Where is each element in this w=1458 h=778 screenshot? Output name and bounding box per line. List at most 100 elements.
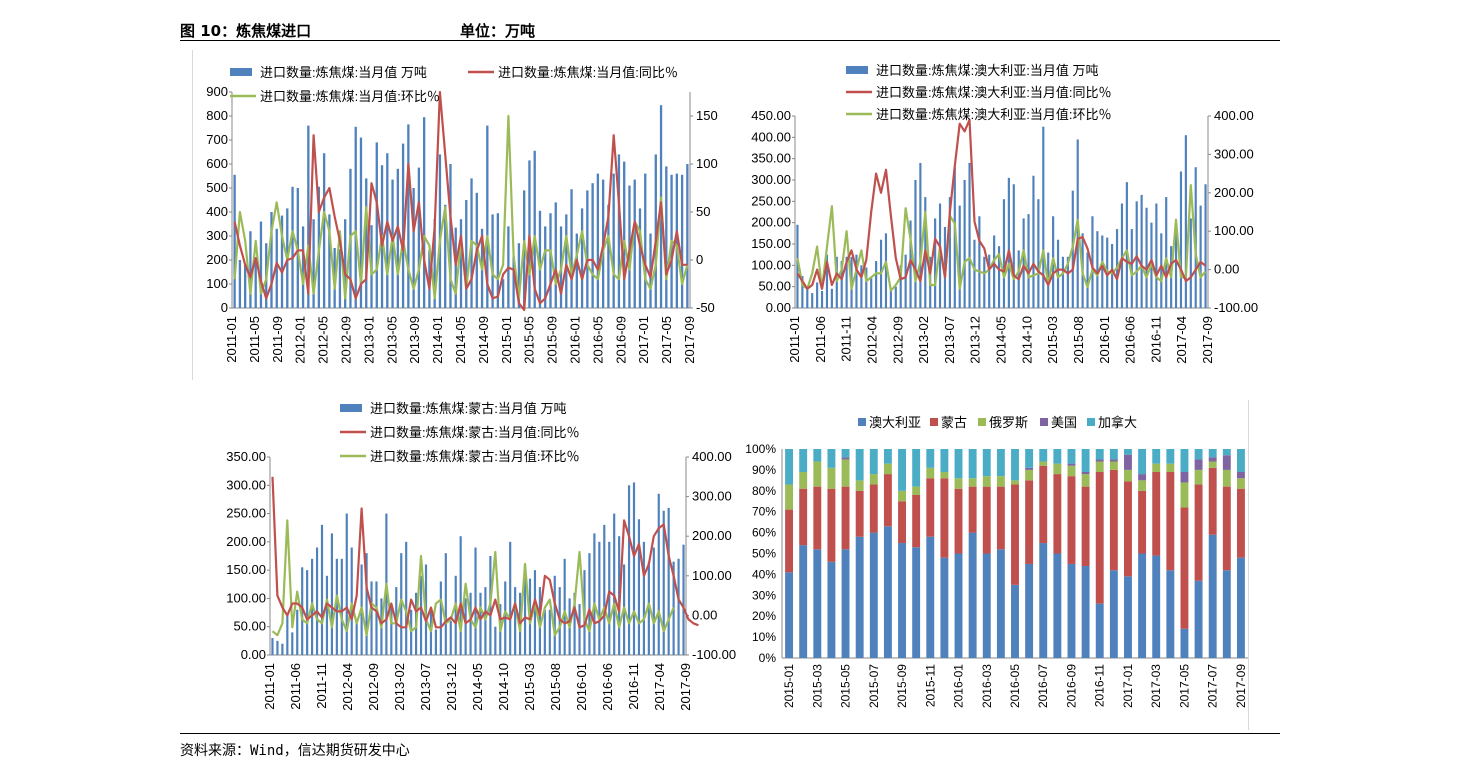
- bar-import-volume: [647, 561, 650, 655]
- bar-import-volume: [617, 154, 621, 308]
- stacked-bar-segment: [1194, 449, 1203, 460]
- stacked-bar-segment: [1025, 480, 1034, 564]
- y-tick-right-label: 100.00: [1214, 223, 1254, 238]
- y-tick-left-label: 700: [206, 132, 228, 147]
- y-tick-left-label: 300.00: [751, 172, 791, 187]
- bar-import-volume: [662, 510, 665, 655]
- x-tick-label: 2015-03: [522, 663, 537, 711]
- legend-swatch-bar: [846, 66, 868, 74]
- bar-import-volume: [840, 261, 843, 308]
- stacked-bar-segment: [785, 572, 794, 658]
- bar-import-volume: [275, 228, 278, 308]
- legend-swatch: [858, 418, 866, 426]
- x-tick-label: 2014-10: [496, 663, 511, 711]
- y-tick-left-label: 100.00: [226, 590, 266, 605]
- bar-import-volume: [544, 226, 547, 308]
- bar-import-volume: [259, 221, 263, 308]
- x-tick-label: 2017-09: [1200, 316, 1215, 364]
- bar-import-volume: [1199, 205, 1202, 308]
- stacked-bar-segment: [1124, 481, 1132, 577]
- stacked-bar-segment: [1124, 449, 1132, 455]
- x-tick-label: 2014-05: [453, 316, 468, 364]
- source-text: 资料来源：Wind，信达期货研发中心: [180, 743, 410, 759]
- stacked-bar-segment: [940, 557, 949, 658]
- stacked-bar-segment: [1152, 449, 1161, 464]
- bar-import-volume: [291, 632, 294, 655]
- bar-import-volume: [682, 544, 685, 655]
- bar-import-volume: [469, 592, 472, 655]
- stacked-bar-segment: [996, 476, 1005, 487]
- stacked-bar-segment: [1067, 476, 1076, 564]
- bar-import-volume: [865, 267, 868, 308]
- x-tick-label: 2013-12: [968, 316, 983, 364]
- y-tick-left-label: 0.00: [241, 647, 266, 662]
- stacked-bar-segment: [1011, 484, 1019, 585]
- y-tick-right-label: 200.00: [1214, 185, 1254, 200]
- stacked-bar-segment: [1194, 469, 1203, 485]
- bar-import-volume: [654, 154, 657, 308]
- stacked-bar-segment: [1095, 461, 1104, 472]
- bar-import-volume: [296, 609, 299, 655]
- bar-import-volume: [1042, 126, 1045, 309]
- legend-label: 进口数量:炼焦煤:蒙古:当月值:同比％: [370, 425, 579, 440]
- y-tick-left-label: 300.00: [226, 477, 266, 492]
- source-footer: 资料来源：Wind，信达期货研发中心: [180, 733, 1280, 759]
- stacked-bar-segment: [1011, 480, 1019, 485]
- bar-import-volume: [811, 293, 814, 308]
- stacked-bar-segment: [968, 486, 977, 533]
- stacked-bar-segment: [1222, 455, 1231, 470]
- stacked-bar-segment: [1152, 471, 1161, 556]
- y-tick-left-label: 50.00: [233, 619, 266, 634]
- stacked-bar-segment: [827, 561, 836, 658]
- bar-import-volume: [1140, 194, 1143, 308]
- x-tick-label: 2017-04: [652, 663, 667, 711]
- x-tick-label: 2013-01: [361, 316, 376, 364]
- bar-import-volume: [322, 153, 326, 308]
- bar-import-volume: [1189, 218, 1192, 308]
- stacked-bar-segment: [912, 486, 921, 495]
- bar-import-volume: [396, 168, 399, 308]
- x-tick-label: 2016-06: [600, 663, 615, 711]
- bar-import-volume: [830, 288, 833, 308]
- bar-import-volume: [338, 249, 342, 308]
- bar-import-volume: [1194, 167, 1197, 308]
- stacked-bar-segment: [982, 476, 991, 487]
- y-tick-right-label: 400.00: [1214, 108, 1254, 123]
- bar-import-volume: [565, 214, 568, 308]
- x-tick-label: 2016-09: [1064, 664, 1078, 708]
- stacked-bar-segment: [1067, 563, 1076, 658]
- x-tick-label: 2013-09: [407, 316, 422, 364]
- chart-panel-total: [192, 50, 703, 380]
- stacked-bar-segment: [883, 449, 892, 464]
- x-tick-label: 2013-07: [942, 316, 957, 364]
- stacked-bar-segment: [1053, 474, 1062, 554]
- bar-import-volume: [627, 485, 631, 655]
- x-tick-label: 2016-01: [952, 664, 966, 708]
- stacked-bar-segment: [926, 449, 935, 468]
- stacked-bar-segment: [869, 474, 878, 485]
- stacked-bar-segment: [1194, 459, 1203, 470]
- stacked-bar-segment: [1138, 449, 1147, 475]
- bar-import-volume: [286, 615, 289, 655]
- bar-import-volume: [613, 513, 616, 655]
- stacked-bar-segment: [785, 449, 794, 485]
- bar-import-volume: [934, 218, 937, 308]
- bar-import-volume: [354, 126, 357, 308]
- y-tick-left-label: 300: [206, 228, 228, 243]
- y-tick-left-label: 100: [206, 276, 228, 291]
- bar-import-volume: [806, 286, 809, 308]
- figure-title: 图 10：炼焦煤进口: [180, 22, 312, 40]
- x-tick-label: 2017-05: [659, 316, 674, 364]
- stacked-bar-segment: [954, 553, 963, 658]
- x-tick-label: 2014-10: [1019, 316, 1034, 364]
- legend-swatch: [1040, 418, 1048, 426]
- y-tick-right-label: -50: [696, 300, 715, 315]
- bar-import-volume: [963, 180, 966, 308]
- bar-import-volume: [889, 288, 892, 308]
- bar-import-volume: [434, 629, 437, 655]
- stacked-bar-segment: [785, 509, 794, 573]
- bar-import-volume: [549, 213, 552, 308]
- y-tick-left-label: 0: [221, 300, 228, 315]
- stacked-bar-segment: [1124, 576, 1132, 658]
- x-tick-label: 2015-11: [923, 664, 937, 707]
